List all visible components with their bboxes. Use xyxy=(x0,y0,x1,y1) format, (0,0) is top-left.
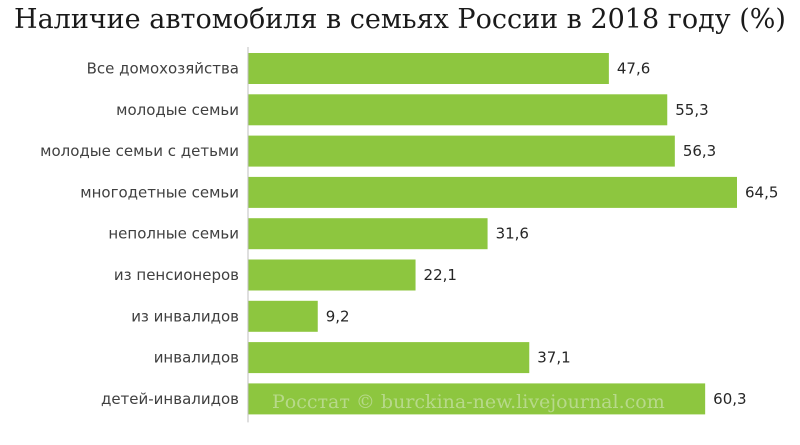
labels-group: Все домохозяйства 47,6 молодые семьи 55,3 мо… xyxy=(40,60,778,408)
bar xyxy=(248,218,488,250)
value-label: 56,3 xyxy=(683,142,716,160)
watermark: Росстат © burckina-new.livejournal.com xyxy=(272,391,665,413)
bar xyxy=(248,342,530,374)
category-label: неполные семьи xyxy=(108,225,239,243)
bar xyxy=(248,53,609,84)
value-label: 9,2 xyxy=(326,307,350,325)
category-label: из пенсионеров xyxy=(114,266,239,284)
bar xyxy=(248,176,737,208)
category-label: из инвалидов xyxy=(131,307,239,325)
bar xyxy=(248,94,668,126)
bar xyxy=(248,383,706,415)
bar xyxy=(248,300,318,332)
value-label: 64,5 xyxy=(745,183,778,201)
bars-group xyxy=(248,53,737,415)
category-label: молодые семьи xyxy=(116,101,239,119)
category-label: многодетные семьи xyxy=(80,183,239,201)
category-label: детей-инвалидов xyxy=(101,390,239,408)
value-label: 55,3 xyxy=(675,101,708,119)
value-label: 31,6 xyxy=(496,225,529,243)
value-label: 60,3 xyxy=(713,390,746,408)
category-label: инвалидов xyxy=(154,349,239,367)
value-label: 47,6 xyxy=(617,60,650,78)
category-label: Все домохозяйства xyxy=(87,60,239,78)
value-label: 22,1 xyxy=(424,266,457,284)
chart-title: Наличие автомобиля в семьях России в 201… xyxy=(14,4,786,35)
bar xyxy=(248,135,675,167)
bar xyxy=(248,259,416,291)
value-label: 37,1 xyxy=(537,349,570,367)
category-label: молодые семьи с детьми xyxy=(40,142,239,160)
